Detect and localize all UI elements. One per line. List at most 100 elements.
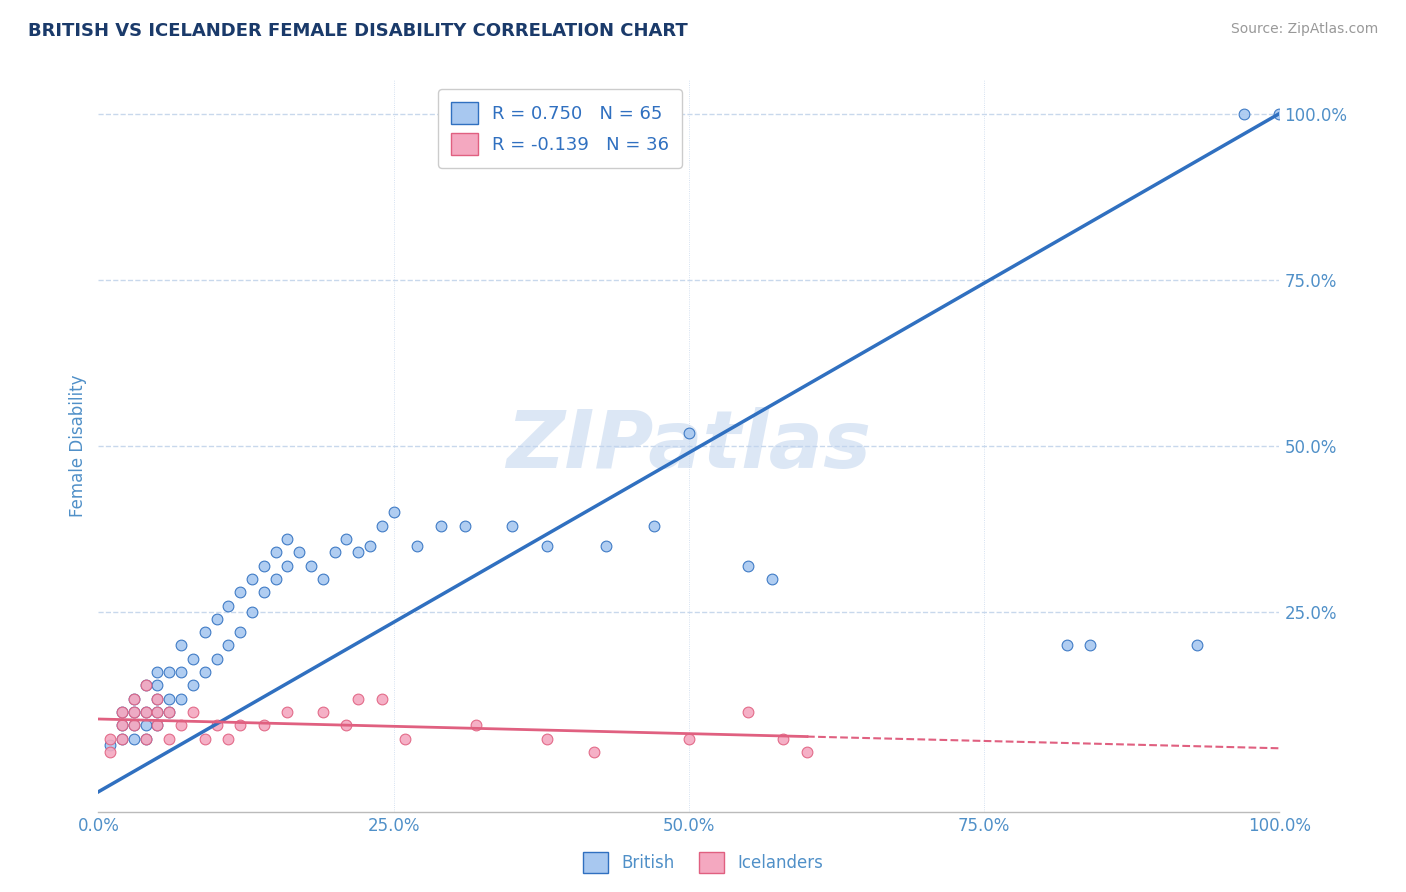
Point [170,665,193,679]
Point [643,518,665,533]
Point [453,518,475,533]
Point [146,705,169,719]
Point [583,745,606,759]
Point [170,639,193,653]
Text: ZIPatlas: ZIPatlas [506,407,872,485]
Point [536,731,558,746]
Point [111,705,134,719]
Point [430,518,453,533]
Point [595,539,617,553]
Point [111,718,134,732]
Point [394,731,416,746]
Point [312,705,335,719]
Point [737,705,759,719]
Point [772,731,794,746]
Point [264,545,287,559]
Point [122,705,145,719]
Point [371,518,394,533]
Point [347,545,370,559]
Point [406,539,429,553]
Point [122,691,145,706]
Point [146,678,169,692]
Point [205,612,228,626]
Point [157,705,180,719]
Legend: R = 0.750   N = 65, R = -0.139   N = 36: R = 0.750 N = 65, R = -0.139 N = 36 [439,89,682,168]
Point [678,731,700,746]
Point [135,705,157,719]
Point [276,532,298,546]
Point [1233,106,1256,120]
Point [122,731,145,746]
Point [205,718,228,732]
Point [761,572,783,586]
Point [382,506,405,520]
Point [170,718,193,732]
Point [253,558,276,573]
Legend: British, Icelanders: British, Icelanders [576,846,830,880]
Point [323,545,346,559]
Point [98,745,121,759]
Point [146,705,169,719]
Point [157,665,180,679]
Point [135,718,157,732]
Point [264,572,287,586]
Point [135,678,157,692]
Point [122,705,145,719]
Point [335,532,357,546]
Point [98,738,121,752]
Point [194,731,217,746]
Point [205,652,228,666]
Point [181,652,204,666]
Point [135,731,157,746]
Point [229,585,252,599]
Point [1056,639,1078,653]
Point [501,518,523,533]
Point [111,731,134,746]
Point [135,731,157,746]
Point [240,572,263,586]
Point [737,558,759,573]
Point [146,718,169,732]
Point [122,718,145,732]
Point [796,745,818,759]
Point [1080,639,1102,653]
Point [157,691,180,706]
Point [371,691,394,706]
Point [253,585,276,599]
Y-axis label: Female Disability: Female Disability [69,375,87,517]
Point [465,718,488,732]
Point [146,691,169,706]
Point [146,718,169,732]
Point [194,665,217,679]
Point [217,731,239,746]
Point [181,678,204,692]
Text: Source: ZipAtlas.com: Source: ZipAtlas.com [1230,22,1378,37]
Point [536,539,558,553]
Point [253,718,276,732]
Point [135,705,157,719]
Point [335,718,357,732]
Point [157,705,180,719]
Point [288,545,311,559]
Point [122,718,145,732]
Point [194,625,217,640]
Point [217,599,239,613]
Point [347,691,370,706]
Point [240,605,263,619]
Point [146,691,169,706]
Point [146,665,169,679]
Point [312,572,335,586]
Point [157,731,180,746]
Point [678,425,700,440]
Point [98,731,121,746]
Point [276,558,298,573]
Point [276,705,298,719]
Point [229,718,252,732]
Point [217,639,239,653]
Point [122,691,145,706]
Point [359,539,381,553]
Point [111,731,134,746]
Text: BRITISH VS ICELANDER FEMALE DISABILITY CORRELATION CHART: BRITISH VS ICELANDER FEMALE DISABILITY C… [28,22,688,40]
Point [1185,639,1208,653]
Point [135,678,157,692]
